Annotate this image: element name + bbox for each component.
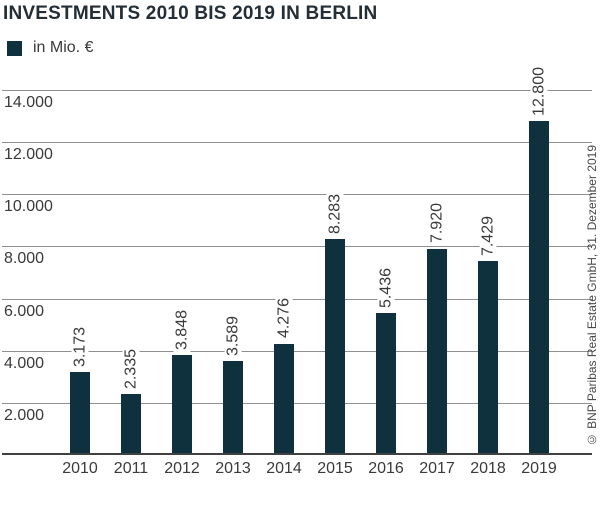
legend-color-swatch	[7, 40, 22, 56]
bar-2014	[274, 343, 294, 455]
bar-value-label: 3.848	[173, 307, 191, 352]
bar-2010	[70, 372, 90, 455]
x-tick-label: 2015	[317, 460, 353, 477]
gridline-10000	[2, 194, 592, 195]
bar-value-label: 4.276	[275, 296, 293, 341]
bar-value-label: 5.436	[377, 266, 395, 311]
x-tick-label: 2010	[62, 460, 98, 477]
bar-2018	[478, 261, 498, 455]
legend-label: in Mio. €	[33, 39, 94, 56]
y-tick-label: 14.000	[4, 94, 53, 111]
x-tick-label: 2018	[470, 460, 506, 477]
x-tick-label: 2016	[368, 460, 404, 477]
x-tick-label: 2011	[113, 460, 149, 477]
x-tick-label: 2013	[215, 460, 251, 477]
bar-2016	[376, 313, 396, 455]
gridline-14000	[2, 90, 592, 91]
y-tick-label: 4.000	[4, 355, 45, 372]
bar-value-label: 12.800	[530, 65, 548, 119]
x-tick-label: 2012	[164, 460, 200, 477]
x-tick-label: 2014	[266, 460, 302, 477]
bar-value-label: 7.920	[428, 201, 446, 246]
bar-2011	[121, 394, 141, 455]
gridline-8000	[2, 246, 592, 247]
bar-2012	[172, 354, 192, 455]
y-tick-label: 12.000	[4, 146, 53, 163]
y-tick-label: 8.000	[4, 250, 45, 267]
x-axis-line	[2, 453, 592, 455]
chart-legend: in Mio. €	[7, 39, 93, 57]
y-tick-label: 6.000	[4, 303, 45, 320]
bar-value-label: 8.283	[326, 192, 344, 237]
bar-value-label: 7.429	[479, 214, 497, 259]
bar-2015	[325, 239, 345, 455]
chart-title: INVESTMENTS 2010 BIS 2019 IN BERLIN	[3, 3, 378, 24]
bar-value-label: 2.335	[122, 347, 140, 392]
gridline-6000	[2, 299, 592, 300]
y-tick-label: 10.000	[4, 198, 53, 215]
y-tick-label: 2.000	[4, 407, 45, 424]
x-tick-label: 2019	[521, 460, 557, 477]
bar-value-label: 3.173	[71, 325, 89, 370]
bar-2019	[529, 121, 549, 455]
x-tick-label: 2017	[419, 460, 455, 477]
bar-2017	[427, 248, 447, 455]
bar-value-label: 3.589	[224, 314, 242, 359]
bar-2013	[223, 361, 243, 455]
copyright-note: © BNP Paribas Real Estate GmbH, 31. Deze…	[585, 144, 599, 446]
gridline-12000	[2, 142, 592, 143]
gridline-2000	[2, 403, 592, 404]
gridline-4000	[2, 351, 592, 352]
